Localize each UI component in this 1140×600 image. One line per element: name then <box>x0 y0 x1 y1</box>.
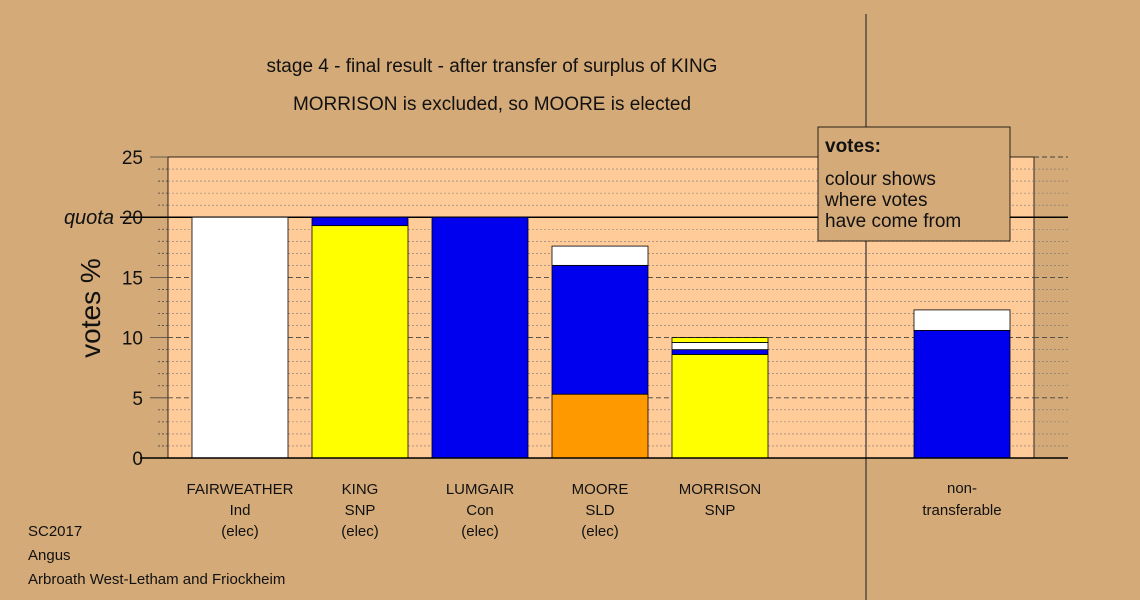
chart-subtitle: MORRISON is excluded, so MOORE is electe… <box>293 94 691 115</box>
footer-ward: Arbroath West-Letham and Friockheim <box>28 571 285 588</box>
candidate-label: SNP <box>705 502 736 519</box>
nontransferable-label-2: transferable <box>922 502 1001 519</box>
bar-lumgair-segment <box>431 216 529 459</box>
candidate-label: LUMGAIR <box>446 481 515 498</box>
nontransferable-label-1: non- <box>947 480 977 497</box>
candidate-label: Con <box>466 502 494 519</box>
candidate-label: (elec) <box>221 523 259 540</box>
candidate-label: SNP <box>345 502 376 519</box>
candidate-label: (elec) <box>461 523 499 540</box>
quota-label: quota <box>64 207 114 229</box>
legend-line-2: where votes <box>824 190 927 211</box>
footer-election: SC2017 <box>28 523 82 540</box>
bar-king-segment <box>311 216 409 227</box>
y-axis-label: votes % <box>75 258 106 358</box>
candidate-label: SLD <box>585 502 614 519</box>
y-tick-label: 10 <box>122 329 143 350</box>
bar-moore-segment <box>551 264 649 395</box>
y-tick-label: 0 <box>132 449 143 470</box>
legend-box <box>817 126 1011 242</box>
legend-line-1: colour shows <box>825 169 936 190</box>
candidate-label: (elec) <box>581 523 619 540</box>
bar-moore-segment <box>551 393 649 459</box>
bar-fairweather-segment <box>191 216 289 459</box>
y-tick-label: 20 <box>122 208 143 229</box>
candidate-label: MORRISON <box>679 481 762 498</box>
y-tick-label: 15 <box>122 268 143 289</box>
y-ticks: 0 5 10 15 20 25 <box>122 148 143 470</box>
legend-line-3: have come from <box>825 211 961 232</box>
bar-nontransferable-segment <box>913 329 1011 459</box>
candidate-labels: FAIRWEATHER Ind (elec) KING SNP (elec) LUMGAIR… <box>187 481 762 540</box>
candidate-label: MOORE <box>572 481 629 498</box>
bar-nontransferable-segment <box>913 309 1011 331</box>
bar-morrison-segment <box>671 342 769 351</box>
legend-title: votes: <box>825 136 881 157</box>
candidate-label: FAIRWEATHER <box>187 481 294 498</box>
bar-moore-segment <box>551 245 649 266</box>
chart-title: stage 4 - final result - after transfer … <box>267 56 718 77</box>
y-tick-label: 5 <box>132 389 143 410</box>
footer-council: Angus <box>28 547 71 564</box>
legend: votes: colour shows where votes have com… <box>817 126 1011 242</box>
bar-morrison-segment <box>671 354 769 459</box>
bar-morrison-segment <box>671 337 769 343</box>
bar-king-segment <box>311 225 409 459</box>
bar-morrison-segment <box>671 349 769 355</box>
candidate-label: (elec) <box>341 523 379 540</box>
candidate-label: Ind <box>230 502 251 519</box>
bars <box>191 216 1011 459</box>
candidate-label: KING <box>342 481 379 498</box>
y-tick-label: 25 <box>122 148 143 169</box>
